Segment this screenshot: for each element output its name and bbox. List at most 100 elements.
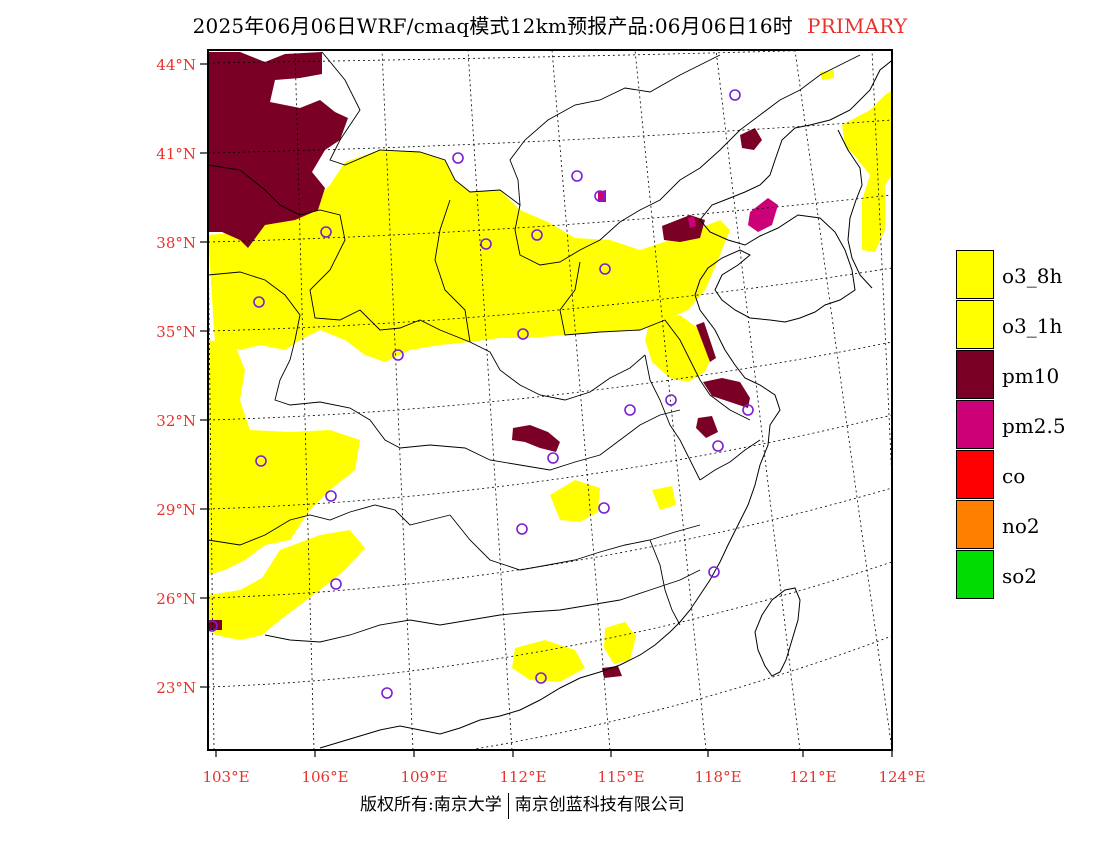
legend-swatch — [956, 500, 994, 549]
legend-label: co — [1002, 464, 1026, 488]
pm25-coverage — [598, 190, 778, 232]
lat-label-29: 29°N — [156, 501, 196, 519]
province-boundaries — [208, 51, 861, 643]
lat-label-23: 23°N — [156, 679, 196, 697]
lat-label-44: 44°N — [156, 56, 196, 74]
lat-label-32: 32°N — [156, 412, 196, 430]
station-marker — [392, 349, 404, 361]
lat-label-26: 26°N — [156, 590, 196, 608]
footer-divider — [507, 792, 509, 819]
station-marker — [516, 523, 528, 535]
station-marker — [330, 578, 342, 590]
legend-item: co — [956, 450, 1100, 500]
boundary-qinghai — [208, 271, 301, 341]
boundary-inner-mongolia — [321, 51, 721, 206]
legend-swatch — [956, 250, 994, 299]
lat-label-41: 41°N — [156, 145, 196, 163]
copyright-left: 版权所有:南京大学 — [360, 795, 502, 815]
coastline — [319, 59, 892, 749]
pm10-east-coast — [703, 378, 750, 408]
legend-swatch — [956, 450, 994, 499]
lon-label-103: 103°E — [202, 768, 249, 786]
coastline-korea — [837, 129, 873, 289]
station-marker — [452, 152, 464, 164]
boundary-anhui — [644, 354, 701, 481]
pm10-central-cluster — [512, 425, 560, 452]
meridian-109 — [381, 50, 414, 750]
station-marker — [712, 440, 724, 452]
pm10-northwest-block — [208, 52, 348, 248]
lon-label-118: 118°E — [694, 768, 741, 786]
legend-label: o3_1h — [1002, 314, 1063, 338]
meridian-115 — [551, 50, 611, 750]
boundary-hubei — [399, 409, 681, 471]
meridian-106 — [294, 50, 315, 750]
coastline-taiwan — [754, 587, 801, 677]
primary-tag: PRIMARY — [806, 14, 908, 38]
longitude-labels: 103°E 106°E 109°E 112°E 115°E 118°E 121°… — [202, 768, 925, 786]
lon-label-109: 109°E — [400, 768, 447, 786]
lon-label-106: 106°E — [301, 768, 348, 786]
lon-label-124: 124°E — [878, 768, 925, 786]
legend-item: o3_8h — [956, 250, 1100, 300]
station-marker — [547, 452, 559, 464]
legend-item: pm10 — [956, 350, 1100, 400]
boundary-hebei — [514, 167, 701, 266]
latitude-labels: 44°N 41°N 38°N 35°N 32°N 29°N 26°N 23°N — [156, 56, 196, 697]
boundary-yunnan-guizhou — [208, 504, 451, 546]
lon-label-121: 121°E — [789, 768, 836, 786]
legend-label: no2 — [1002, 514, 1040, 538]
pm25-bohai — [688, 216, 696, 228]
pm10-east-coast-2 — [696, 416, 718, 438]
legend-swatch — [956, 350, 994, 399]
boundary-hunan-jiangxi — [449, 514, 701, 571]
pm10-liaoning — [740, 128, 762, 150]
pm10-south-dot — [602, 666, 622, 678]
boundary-northeast — [699, 54, 861, 169]
legend-swatch — [956, 400, 994, 449]
axis-ticks — [200, 63, 893, 757]
o3-east-china — [645, 315, 712, 382]
pm25-shandong — [748, 198, 778, 232]
lon-label-112: 112°E — [499, 768, 546, 786]
station-marker — [594, 190, 606, 202]
coastline-main — [319, 59, 892, 749]
station-marker — [480, 238, 492, 250]
map-background — [208, 50, 892, 750]
legend-item: pm2.5 — [956, 400, 1100, 450]
station-marker — [708, 566, 720, 578]
meridian-127 — [871, 50, 892, 481]
boundary-guangxi-guangdong — [264, 569, 701, 643]
o3-central-patch — [550, 480, 600, 522]
pm10-coast-strip — [696, 322, 716, 362]
boundary-northwest — [208, 164, 471, 343]
legend-item: so2 — [956, 550, 1100, 600]
station-marker — [571, 170, 583, 182]
station-marker — [381, 687, 393, 699]
meridian-118 — [634, 50, 707, 750]
o3-coverage — [208, 52, 892, 682]
boundary-shanxi — [434, 199, 471, 343]
graticule — [208, 50, 892, 750]
copyright-right: 南京创蓝科技有限公司 — [514, 795, 685, 815]
o3-east-patch — [652, 486, 676, 510]
lon-label-115: 115°E — [597, 768, 644, 786]
boundary-jiangsu — [664, 319, 751, 421]
legend-label: pm10 — [1002, 364, 1060, 388]
o3-south-patch — [512, 640, 585, 682]
station-marker — [517, 328, 529, 340]
pm10-sw-dot — [208, 620, 222, 630]
title-text: 2025年06月06日WRF/cmaq模式12km预报产品:06月06日16时 — [192, 14, 793, 38]
pm10-coverage — [208, 52, 762, 678]
meridian-112 — [467, 50, 513, 750]
o3-ne-band — [842, 90, 892, 252]
station-marker — [665, 394, 677, 406]
copyright-footer: 版权所有:南京大学 南京创蓝科技有限公司 — [360, 790, 685, 819]
boundary-fujian — [649, 539, 681, 626]
legend-item: o3_1h — [956, 300, 1100, 350]
legend-label: o3_8h — [1002, 264, 1063, 288]
o3-south-patch-2 — [604, 622, 636, 664]
parallel-32 — [208, 341, 892, 421]
pollutant-legend: o3_8h o3_1h pm10 pm2.5 co no2 so2 — [956, 250, 1100, 600]
